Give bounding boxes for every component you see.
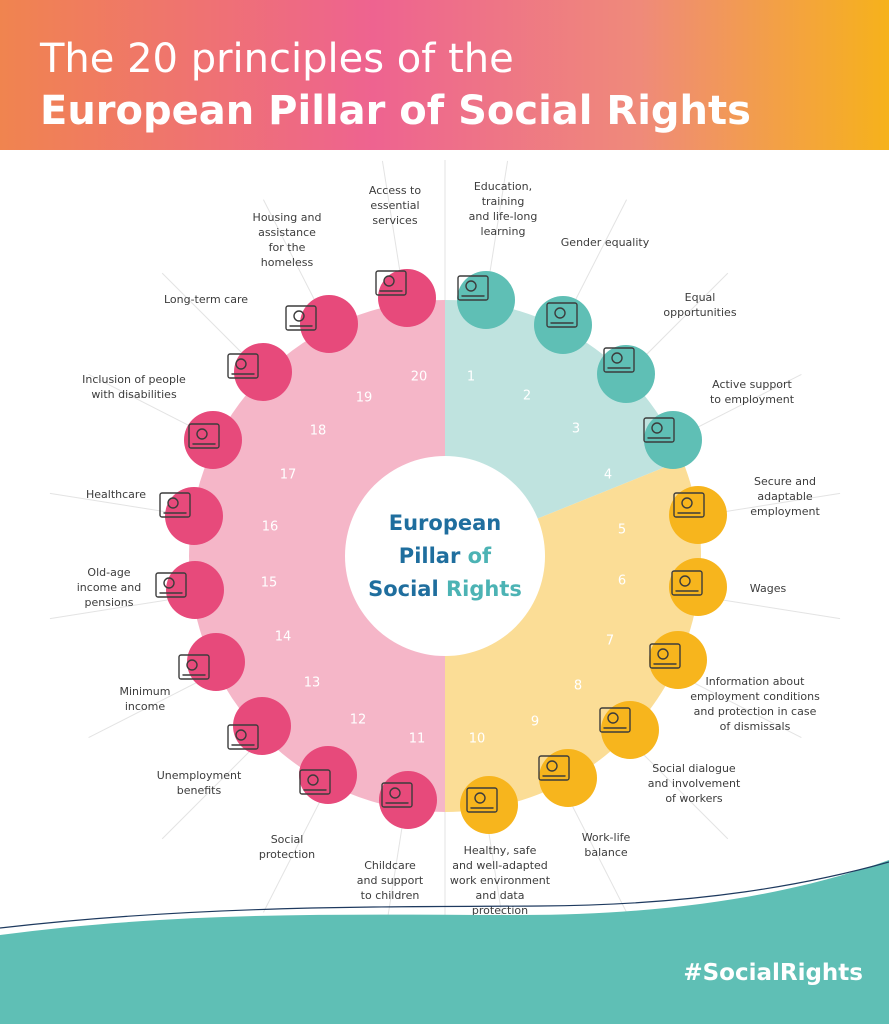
hashtag-label: #SocialRights (683, 960, 863, 986)
principle-number-17: 17 (280, 468, 297, 483)
mother-child-icon (381, 782, 413, 808)
principle-circle-5 (669, 486, 727, 544)
person-under-umbrella-icon (227, 724, 259, 750)
principle-label-7: Information about employment conditions an… (690, 675, 820, 733)
principle-circle-14 (187, 633, 245, 691)
principle-label-19: Housing and assistance for the homeless (253, 211, 322, 269)
title-line-2: European Pillar of Social Rights (40, 88, 751, 134)
principle-icons (155, 270, 705, 813)
principle-label-1: Education, training and life-long learning (469, 180, 538, 238)
principle-number-5: 5 (618, 523, 626, 538)
principle-label-11: Childcare and support to children (357, 859, 424, 902)
gender-symbols-icon (546, 302, 578, 328)
header-banner: The 20 principles of the European Pillar… (0, 0, 889, 150)
coins-rising-arrow-icon (671, 570, 703, 596)
principle-number-8: 8 (574, 679, 582, 694)
principle-circle-9 (539, 749, 597, 807)
parent-child-briefcase-icon (538, 755, 570, 781)
principle-label-5: Secure and adaptable employment (750, 475, 820, 518)
presentation-board-audience-icon (643, 417, 675, 443)
footer-wave (0, 860, 889, 1024)
shield-check-worker-icon (466, 787, 498, 813)
principle-label-10: Healthy, safe and well-adapted work enviro… (450, 844, 551, 917)
principle-circle-16 (165, 487, 223, 545)
principle-label-9: Work-life balance (582, 831, 631, 859)
hand-holding-coins-icon (178, 654, 210, 680)
principle-number-16: 16 (262, 520, 279, 535)
principle-circle-18 (234, 343, 292, 401)
principle-circle-15 (166, 561, 224, 619)
principle-number-12: 12 (350, 713, 367, 728)
climbing-steps-helping-hand-icon (603, 347, 635, 373)
principle-circle-11 (379, 771, 437, 829)
handshake-icon (599, 707, 631, 733)
principle-number-2: 2 (523, 389, 531, 404)
principle-circle-17 (184, 411, 242, 469)
hand-checkmark-icon (375, 270, 407, 296)
principle-number-1: 1 (467, 370, 475, 385)
presentation-screen-graduation-cap-icon (457, 275, 489, 301)
principle-number-7: 7 (606, 634, 614, 649)
principle-label-8: Social dialogue and involvement of workers (648, 762, 741, 805)
principle-label-18: Long-term care (164, 293, 248, 306)
principle-label-6: Wages (750, 582, 787, 595)
principle-number-10: 10 (469, 732, 486, 747)
sector-pink (189, 300, 445, 812)
principle-number-4: 4 (604, 468, 612, 483)
center-disc (345, 456, 545, 656)
principle-number-20: 20 (411, 370, 428, 385)
principle-labels: Education, training and life-long learning G… (77, 180, 821, 917)
principle-circle-20 (378, 269, 436, 327)
title-line-1: The 20 principles of the (40, 36, 514, 82)
principle-number-13: 13 (304, 676, 321, 691)
principle-number-11: 11 (409, 732, 426, 747)
principle-number-18: 18 (310, 424, 327, 439)
glasses-document-icon (155, 572, 187, 598)
principle-number-15: 15 (261, 576, 278, 591)
family-protective-hands-icon (299, 769, 331, 795)
principle-circle-7 (649, 631, 707, 689)
principle-label-4: Active support to employment (710, 378, 795, 406)
principle-circle-6 (669, 558, 727, 616)
principle-circle-4 (644, 411, 702, 469)
principle-label-16: Healthcare (86, 488, 146, 501)
principle-label-15: Old-age income and pensions (77, 566, 141, 609)
principle-circle-10 (460, 776, 518, 834)
principle-number-9: 9 (531, 715, 539, 730)
principle-label-12: Social protection (259, 833, 315, 861)
principle-label-14: Minimum income (120, 685, 171, 713)
medical-bag-icon (159, 492, 191, 518)
elderly-walker-icon (227, 353, 259, 379)
footer-wave-line (0, 861, 889, 929)
principle-number-19: 19 (356, 391, 373, 406)
principle-number-14: 14 (275, 630, 292, 645)
principle-circle-3 (597, 345, 655, 403)
principle-circle-2 (534, 296, 592, 354)
principle-circle-19 (300, 295, 358, 353)
principle-label-13: Unemployment benefits (157, 769, 242, 797)
wheelchair-desk-icon (188, 423, 220, 449)
principle-label-17: Inclusion of people with disabilities (82, 373, 186, 401)
principle-label-3: Equal opportunities (663, 291, 736, 319)
principle-label-2: Gender equality (561, 236, 650, 249)
principle-label-20: Access to essential services (369, 184, 421, 227)
principle-number-6: 6 (618, 574, 626, 589)
principle-circle-13 (233, 697, 291, 755)
house-bed-icon (285, 305, 317, 331)
info-bubble-shield-icon (649, 643, 681, 669)
office-worker-construction-worker-icon (673, 492, 705, 518)
principle-circle-12 (299, 746, 357, 804)
principle-number-3: 3 (572, 422, 580, 437)
center-title: European Pillar of Social Rights (368, 511, 522, 601)
